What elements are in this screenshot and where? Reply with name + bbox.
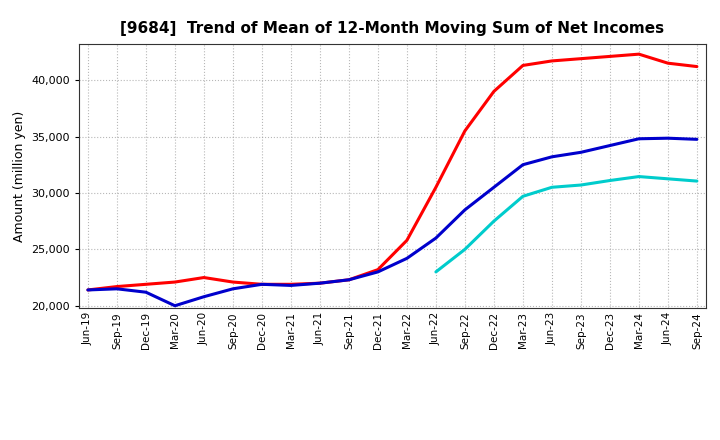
- 7 Years: [548, 185, 557, 190]
- Title: [9684]  Trend of Mean of 12-Month Moving Sum of Net Incomes: [9684] Trend of Mean of 12-Month Moving …: [120, 21, 665, 36]
- 3 Years: [199, 275, 208, 280]
- 5 Years: [461, 207, 469, 213]
- 3 Years: [548, 58, 557, 63]
- 5 Years: [402, 256, 411, 261]
- Line: 3 Years: 3 Years: [88, 54, 697, 290]
- 3 Years: [287, 282, 295, 287]
- 7 Years: [664, 176, 672, 181]
- 3 Years: [634, 51, 643, 57]
- 3 Years: [228, 279, 237, 285]
- 5 Years: [171, 303, 179, 308]
- 5 Years: [258, 282, 266, 287]
- 5 Years: [518, 162, 527, 167]
- 3 Years: [142, 282, 150, 287]
- 7 Years: [518, 194, 527, 199]
- 5 Years: [634, 136, 643, 141]
- 3 Years: [606, 54, 614, 59]
- 3 Years: [490, 89, 498, 94]
- Y-axis label: Amount (million yen): Amount (million yen): [13, 110, 26, 242]
- 3 Years: [345, 277, 354, 282]
- Line: 5 Years: 5 Years: [88, 138, 697, 306]
- 5 Years: [548, 154, 557, 159]
- 5 Years: [664, 136, 672, 141]
- 3 Years: [693, 64, 701, 69]
- 3 Years: [374, 267, 382, 272]
- 3 Years: [431, 185, 440, 190]
- 7 Years: [577, 183, 585, 188]
- 5 Years: [693, 137, 701, 142]
- Line: 7 Years: 7 Years: [436, 176, 697, 272]
- 3 Years: [402, 238, 411, 243]
- 3 Years: [664, 61, 672, 66]
- 5 Years: [345, 277, 354, 282]
- 5 Years: [490, 185, 498, 190]
- 3 Years: [518, 63, 527, 68]
- 7 Years: [606, 178, 614, 183]
- 7 Years: [634, 174, 643, 179]
- 5 Years: [112, 286, 121, 291]
- 5 Years: [577, 150, 585, 155]
- 3 Years: [577, 56, 585, 61]
- 3 Years: [258, 282, 266, 287]
- 3 Years: [315, 281, 324, 286]
- 5 Years: [287, 283, 295, 288]
- 5 Years: [431, 235, 440, 241]
- 5 Years: [84, 287, 92, 293]
- 5 Years: [228, 286, 237, 291]
- 3 Years: [112, 284, 121, 289]
- 5 Years: [199, 294, 208, 299]
- 7 Years: [431, 269, 440, 275]
- 7 Years: [490, 219, 498, 224]
- 7 Years: [693, 179, 701, 184]
- 5 Years: [606, 143, 614, 148]
- 5 Years: [142, 290, 150, 295]
- 3 Years: [461, 128, 469, 133]
- 5 Years: [374, 269, 382, 275]
- 7 Years: [461, 247, 469, 252]
- 3 Years: [84, 287, 92, 293]
- 3 Years: [171, 279, 179, 285]
- 5 Years: [315, 281, 324, 286]
